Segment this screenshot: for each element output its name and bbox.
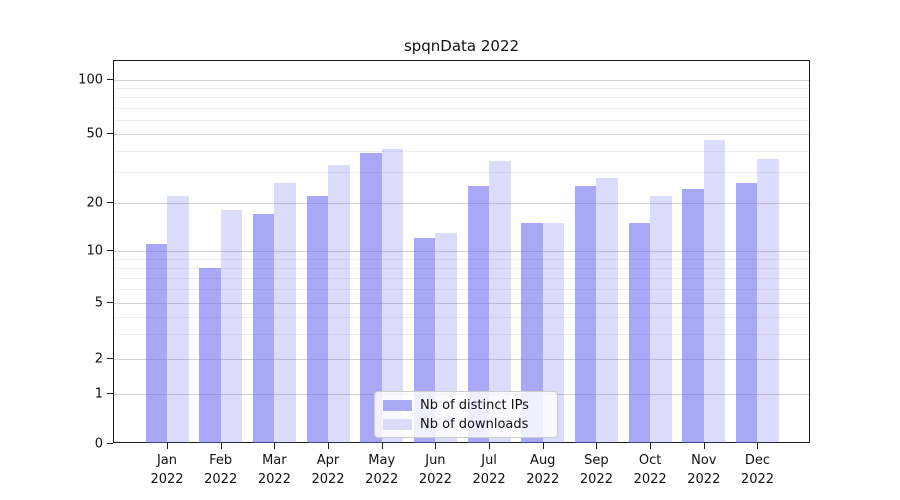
bar-downloads [328,165,350,443]
minor-gridline [114,88,809,90]
x-tick-label: Oct 2022 [633,453,667,487]
minor-gridline [114,107,809,109]
y-tick-mark [107,443,113,444]
y-tick-label: 0 [94,436,103,451]
x-tick-mark [435,443,437,449]
bar-distinct-ips [360,152,382,443]
bar-distinct-ips [145,244,167,443]
bar-downloads [542,222,565,443]
x-tick-mark [489,443,491,449]
x-tick-mark [757,443,759,449]
x-tick-label: Dec 2022 [740,453,775,487]
x-tick-mark [167,443,168,449]
bar-downloads [703,140,726,443]
x-tick-label: Apr 2022 [311,453,345,487]
x-tick-label: Jan 2022 [150,453,184,487]
y-tick-label: 2 [94,351,103,366]
x-tick-mark [381,443,383,449]
bar-downloads [489,160,511,443]
bar-distinct-ips [467,186,490,443]
bar-distinct-ips [574,186,597,443]
bar-distinct-ips [682,189,704,443]
bar-downloads [435,232,457,443]
x-tick-label: Sep 2022 [579,453,613,487]
chart-title: spqnData 2022 [403,37,520,55]
x-tick-mark [328,443,330,449]
x-tick-mark [703,443,705,449]
x-tick-label: Aug 2022 [526,453,560,487]
bar-distinct-ips [199,267,221,443]
bar-distinct-ips [306,195,329,443]
major-gridline [114,203,809,204]
legend-swatch-distinct-ips [383,399,412,411]
minor-gridline [114,97,809,99]
y-tick-mark [107,133,113,134]
bar-distinct-ips [628,222,651,443]
x-tick-mark [542,443,544,449]
minor-gridline [114,172,809,174]
bar-distinct-ips [735,183,758,443]
major-gridline [114,251,809,252]
bar-distinct-ips [521,222,543,443]
y-tick-mark [107,393,113,394]
major-gridline [114,359,809,360]
y-tick-label: 10 [86,243,103,258]
minor-gridline [114,119,809,121]
legend-item: Nb of downloads [383,417,549,432]
bar-downloads [167,195,189,443]
major-gridline [114,134,809,135]
y-tick-mark [107,302,113,303]
bar-distinct-ips [252,214,275,443]
x-tick-mark [274,443,276,449]
y-tick-label: 100 [78,72,103,87]
bar-downloads [757,158,779,443]
minor-gridline [114,277,809,279]
y-tick-label: 5 [94,295,103,310]
plot-area [113,60,810,443]
x-tick-mark [596,443,598,449]
x-tick-label: Jun 2022 [418,453,452,487]
minor-gridline [114,150,809,152]
legend-swatch-downloads [383,418,412,430]
minor-gridline [114,258,809,260]
bar-downloads [381,148,404,443]
bar-downloads [596,177,618,443]
x-tick-mark [650,443,652,449]
bar-downloads [220,210,243,443]
minor-gridline [114,267,809,269]
y-tick-label: 20 [86,195,103,210]
minor-gridline [114,334,809,336]
x-tick-label: Mar 2022 [257,453,291,487]
legend-item: Nb of distinct IPs [383,398,549,413]
legend-label: Nb of downloads [420,416,529,432]
x-tick-label: Feb 2022 [204,453,238,487]
minor-gridline [114,289,809,291]
minor-gridline [114,316,809,318]
y-tick-label: 50 [86,126,103,141]
major-gridline [114,80,809,81]
y-tick-mark [107,202,113,203]
x-tick-label: May 2022 [365,453,399,487]
y-tick-mark [107,250,113,251]
y-tick-mark [107,79,113,80]
major-gridline [114,303,809,304]
legend-label: Nb of distinct IPs [420,397,529,413]
x-tick-label: Jul 2022 [472,453,506,487]
y-tick-label: 1 [94,386,103,401]
bar-downloads [274,183,296,443]
legend: Nb of distinct IPs Nb of downloads [374,391,558,438]
x-tick-mark [220,443,222,449]
x-tick-label: Nov 2022 [687,453,721,487]
bar-downloads [650,195,672,443]
y-tick-mark [107,358,113,359]
